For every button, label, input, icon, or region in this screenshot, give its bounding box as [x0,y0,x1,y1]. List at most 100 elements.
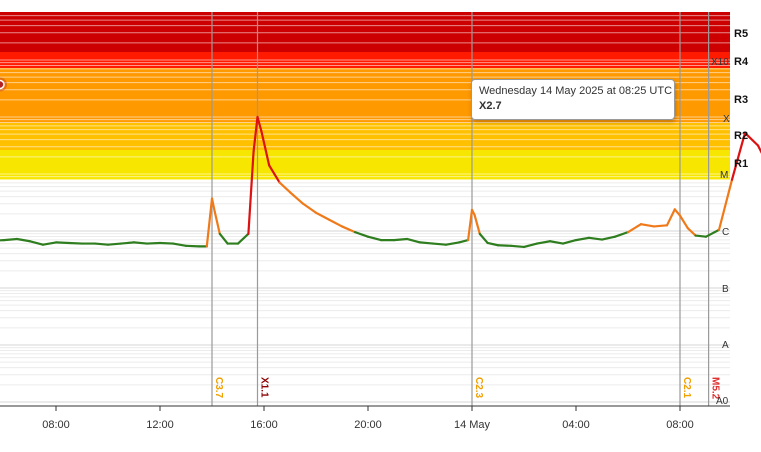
series-segment [444,241,461,246]
series-segment [478,232,489,245]
series-segment [106,242,123,246]
flare-label: C2.1 [681,377,692,399]
series-segment [639,223,656,228]
flare-class-label: M [720,170,728,181]
series-segment [171,242,188,247]
x-tick-label: 08:00 [666,419,694,431]
series-segment [587,236,604,241]
series-segment [548,240,565,245]
series-segment [205,197,214,248]
series-segment [252,115,259,153]
series-segment [54,241,71,245]
flare-class-label: X [723,114,730,125]
series-segment [509,244,526,249]
series-segment [213,209,221,235]
flare-label: M5.2 [710,377,721,400]
x-tick-label: 12:00 [146,419,174,431]
flare-labels: C3.7X1.1C2.3C2.1M5.2C5.5M1.2X2.7 [213,377,721,400]
series-segment [236,232,250,245]
series-segment [694,234,708,238]
series-segment [353,231,370,238]
series-segment [561,239,578,245]
series-layer [0,115,761,249]
series-segment [145,241,162,245]
marker-point [0,79,5,90]
series-segment [457,239,470,244]
series-segment [496,244,513,247]
series-segment [431,242,448,246]
series-segment [184,244,201,248]
tooltip-marker[interactable] [0,77,7,92]
series-segment [486,241,500,247]
flare-class-label: A [722,340,729,351]
flare-class-label: A0 [716,396,729,407]
grid-lines [0,15,730,403]
series-segment [119,241,136,245]
tooltip-date: Wednesday 14 May 2025 at 08:25 UTC [479,85,673,97]
flare-label: C2.3 [473,377,484,399]
series-segment [327,218,344,228]
series-segment [41,241,58,246]
x-tick-label: 16:00 [250,419,278,431]
band-r1 [0,150,730,180]
series-segment [418,241,435,245]
series-segment [665,208,676,227]
radio-scale-label: R2 [734,130,748,142]
series-segment [288,191,305,205]
series-segment [314,211,331,221]
series-segment [392,237,409,242]
x-tick-label: 14 May [454,419,491,431]
series-segment [686,227,697,237]
series-segment [652,224,669,228]
background-bands [0,12,730,406]
x-tick-label: 08:00 [42,419,70,431]
series-segment [678,214,689,230]
tooltip-value: X2.7 [479,100,502,112]
series-segment [730,131,747,181]
radio-scale-label: R3 [734,94,748,106]
series-segment [613,231,630,238]
series-segment [15,237,32,243]
series-segment [717,178,734,231]
series-segment [93,242,110,246]
series-segment [158,241,175,245]
series-segment [522,242,539,249]
series-segment [405,237,422,244]
flare-class-label: X10 [711,57,729,68]
radio-scale-label: R5 [734,28,748,40]
x-tick-label: 20:00 [354,419,382,431]
radio-scale-label: R1 [734,158,748,170]
band-r2 [0,123,730,150]
radio-scale-label: R4 [734,56,749,68]
flare-class-label: C [722,227,729,238]
series-segment [301,202,318,214]
right-axis-labels: R5 R4 R3 R2 R1 X10 X M C B A A0 [711,28,749,407]
series-segment [2,237,19,242]
series-segment [28,240,45,246]
series-segment [340,225,357,234]
series-segment [600,235,617,241]
series-segment [535,240,552,245]
flare-class-label: B [722,284,729,295]
series-segment [247,150,255,235]
series-segment [210,197,216,213]
series-segment [574,236,591,242]
flare-label: X1.1 [259,377,270,398]
series-segment [0,239,6,242]
series-segment [366,235,383,242]
series-segment [260,130,271,167]
series-segment [467,208,474,242]
series-segment [268,164,281,184]
series-segment [626,223,643,234]
series-segment [218,232,229,245]
series-segment [132,241,149,245]
band-r5 [0,12,730,52]
series-segment [256,115,263,133]
series-segment [756,144,761,154]
series-segment [278,181,292,194]
series-segment [743,131,760,147]
flare-label: C3.7 [213,377,224,399]
series-segment [67,241,84,245]
